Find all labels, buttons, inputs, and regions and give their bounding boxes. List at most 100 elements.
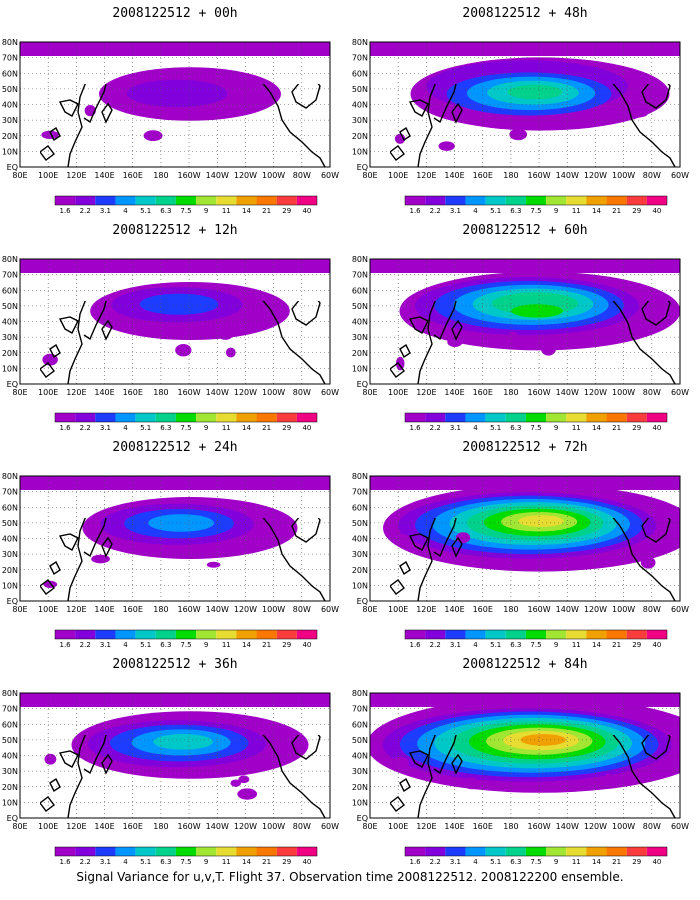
colorbar-label: 7.5 [530,424,541,432]
lon-tick-label: 140W [556,171,579,180]
lon-tick-label: 120E [416,388,436,397]
coastline [408,99,429,117]
colorbar-label: 14 [242,424,251,432]
lon-tick-label: 140E [94,171,114,180]
map-panel: 2008122512 + 00h 80N 70N 60N 50N 40N 30N 20N 10N… [0,0,350,225]
colorbar-swatch [445,630,466,639]
colorbar-swatch [236,413,257,422]
lon-tick-label: 100E [388,388,408,397]
colorbar-label: 14 [592,207,601,215]
lon-tick-label: 140E [94,822,114,831]
colorbar-label: 21 [612,641,621,649]
colorbar-label: 5.1 [490,858,501,866]
variance-patch [514,781,533,793]
map-panel: 2008122512 + 24h 80N 70N 60N 50N 40N 30N 20N 10N… [0,434,350,659]
colorbar-label: 5.1 [490,424,501,432]
colorbar-label: 11 [222,207,231,215]
lon-tick-label: 100E [388,822,408,831]
colorbar-swatch [505,847,526,856]
colorbar-label: 2.2 [430,641,441,649]
colorbar-label: 4 [123,424,128,432]
lat-tick-label: EQ [357,163,368,172]
lat-tick-label: 60N [352,69,368,78]
variance-patch [464,777,478,790]
coastline [390,145,405,161]
variance-patch [395,356,405,371]
colorbar-swatch [135,413,156,422]
colorbar-swatch [626,630,647,639]
colorbar-swatch [606,413,627,422]
variance-contour [511,304,563,318]
coastline [101,319,113,341]
coastline [641,301,671,326]
colorbar-label: 1.6 [410,207,422,215]
lat-tick-label: 80N [2,38,18,47]
lon-tick-label: 60W [671,388,689,397]
variance-patch [507,331,519,346]
lon-tick-label: 180 [153,171,168,180]
coastline [58,533,79,551]
lon-tick-label: 120E [66,822,86,831]
coastline [451,753,463,775]
lat-tick-label: 80N [2,472,18,481]
heatmap-field [20,42,330,142]
colorbar-swatch [135,847,156,856]
colorbar-swatch [566,413,587,422]
lon-tick-label: 180 [503,605,518,614]
colorbar-label: 7.5 [180,858,191,866]
colorbar-frame [404,629,668,640]
colorbar-label: 9 [554,207,558,215]
colorbar-label: 7.5 [180,424,191,432]
lat-tick-label: 80N [2,255,18,264]
lon-tick-label: 100W [612,822,635,831]
colorbar-label: 6.3 [160,858,171,866]
colorbar-label: 1.6 [410,858,422,866]
lat-tick-label: 40N [2,101,18,110]
lon-tick-label: 140W [556,388,579,397]
lat-tick-label: EQ [357,814,368,823]
coastline [641,735,671,760]
lat-tick-label: 40N [352,752,368,761]
colorbar-label: 14 [242,641,251,649]
lon-tick-label: 160W [177,388,200,397]
coastline [291,301,321,326]
colorbar-label: 6.3 [510,641,521,649]
lon-tick-label: 120E [66,171,86,180]
lon-tick-label: 60W [671,171,689,180]
variance-patch [217,102,229,112]
colorbar-label: 5.1 [140,424,151,432]
lat-tick-label: EQ [357,380,368,389]
colorbar-swatch [135,630,156,639]
lat-tick-label: 30N [2,550,18,559]
variance-band [20,42,330,56]
colorbar-label: 1.6 [60,424,72,432]
coastline [82,301,107,341]
lat-tick-label: 10N [2,581,18,590]
colorbar-label: 7.5 [530,207,541,215]
colorbar-swatch [525,630,547,639]
lon-tick-label: 60W [321,171,339,180]
lon-tick-label: 80E [12,822,27,831]
lon-tick-label: 100W [262,388,285,397]
lat-tick-label: 20N [352,566,368,575]
lat-tick-label: 50N [352,85,368,94]
coastline [612,518,676,602]
colorbar-swatch [505,413,526,422]
colorbar-label: 4 [473,207,478,215]
colorbar-swatch [175,413,197,422]
coastline [417,518,436,602]
colorbar-label: 40 [652,207,661,215]
lon-tick-label: 180 [503,822,518,831]
lat-tick-label: 80N [352,689,368,698]
heatmap-field [20,693,330,800]
colorbar-swatch [405,847,426,856]
colorbar-swatch [525,196,547,205]
colorbar-swatch [425,413,446,422]
map-panel: 2008122512 + 72h 80N 70N 60N 50N 40N 30N 20N 10N… [350,434,700,659]
lat-tick-label: EQ [7,814,18,823]
colorbar-frame [404,412,668,423]
colorbar-swatch [196,413,217,422]
coastline [49,343,61,359]
